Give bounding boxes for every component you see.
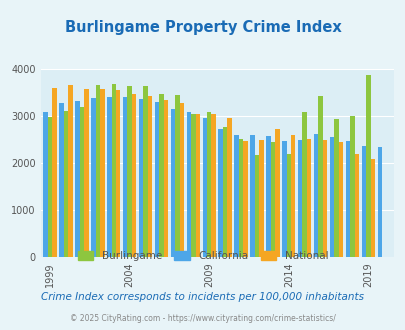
Text: © 2025 CityRating.com - https://www.cityrating.com/crime-statistics/: © 2025 CityRating.com - https://www.city… xyxy=(70,314,335,323)
Bar xyxy=(163,100,168,257)
Bar xyxy=(318,96,322,257)
Bar xyxy=(191,114,195,257)
Bar xyxy=(329,138,333,257)
Bar xyxy=(297,140,302,257)
Bar xyxy=(211,114,215,257)
Bar xyxy=(275,129,279,257)
Bar xyxy=(79,107,84,257)
Bar xyxy=(254,155,258,257)
Bar xyxy=(322,140,326,257)
Bar xyxy=(154,102,159,257)
Bar xyxy=(171,109,175,257)
Bar xyxy=(354,154,358,257)
Bar xyxy=(48,117,52,257)
Bar xyxy=(127,86,132,257)
Bar xyxy=(175,95,179,257)
Bar xyxy=(306,139,311,257)
Bar xyxy=(195,114,200,257)
Bar xyxy=(250,135,254,257)
Legend: Burlingame, California, National: Burlingame, California, National xyxy=(73,247,332,265)
Bar xyxy=(365,76,370,257)
Bar xyxy=(96,85,100,257)
Bar xyxy=(91,98,96,257)
Bar xyxy=(290,135,295,257)
Bar xyxy=(43,112,48,257)
Bar xyxy=(345,141,350,257)
Bar xyxy=(107,97,111,257)
Bar xyxy=(361,146,365,257)
Bar xyxy=(59,103,64,257)
Bar xyxy=(266,136,270,257)
Bar xyxy=(270,142,275,257)
Bar xyxy=(370,159,374,257)
Bar xyxy=(159,94,163,257)
Bar xyxy=(68,85,72,257)
Bar xyxy=(75,101,79,257)
Bar xyxy=(286,154,290,257)
Bar xyxy=(238,139,243,257)
Bar xyxy=(234,135,238,257)
Bar xyxy=(84,88,88,257)
Bar xyxy=(123,97,127,257)
Bar xyxy=(186,112,191,257)
Bar xyxy=(350,116,354,257)
Bar xyxy=(139,99,143,257)
Bar xyxy=(132,94,136,257)
Bar xyxy=(377,147,381,257)
Bar xyxy=(222,127,227,257)
Bar xyxy=(202,118,207,257)
Bar xyxy=(333,119,338,257)
Bar xyxy=(338,142,342,257)
Bar xyxy=(218,129,222,257)
Bar xyxy=(258,140,263,257)
Bar xyxy=(147,96,152,257)
Bar xyxy=(302,112,306,257)
Bar xyxy=(227,118,231,257)
Text: Crime Index corresponds to incidents per 100,000 inhabitants: Crime Index corresponds to incidents per… xyxy=(41,292,364,302)
Bar xyxy=(281,141,286,257)
Bar xyxy=(143,86,147,257)
Text: Burlingame Property Crime Index: Burlingame Property Crime Index xyxy=(64,20,341,35)
Bar xyxy=(313,134,318,257)
Bar xyxy=(111,84,116,257)
Bar xyxy=(207,112,211,257)
Bar xyxy=(52,88,57,257)
Bar xyxy=(100,88,104,257)
Bar xyxy=(179,103,183,257)
Bar xyxy=(64,111,68,257)
Bar xyxy=(243,141,247,257)
Bar xyxy=(116,90,120,257)
